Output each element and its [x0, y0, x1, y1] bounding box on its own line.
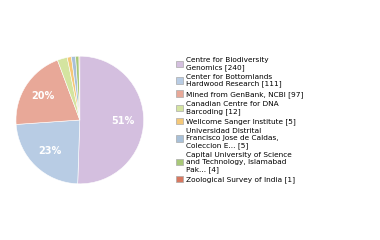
Text: 20%: 20%	[32, 91, 55, 102]
Wedge shape	[76, 56, 80, 120]
Wedge shape	[79, 56, 80, 120]
Text: 23%: 23%	[38, 146, 61, 156]
Wedge shape	[57, 57, 80, 120]
Wedge shape	[16, 120, 80, 184]
Wedge shape	[67, 57, 80, 120]
Wedge shape	[78, 56, 144, 184]
Text: 51%: 51%	[112, 116, 135, 126]
Legend: Centre for Biodiversity
Genomics [240], Center for Bottomlands
Hardwood Research: Centre for Biodiversity Genomics [240], …	[176, 57, 303, 183]
Wedge shape	[71, 56, 80, 120]
Wedge shape	[16, 60, 80, 124]
